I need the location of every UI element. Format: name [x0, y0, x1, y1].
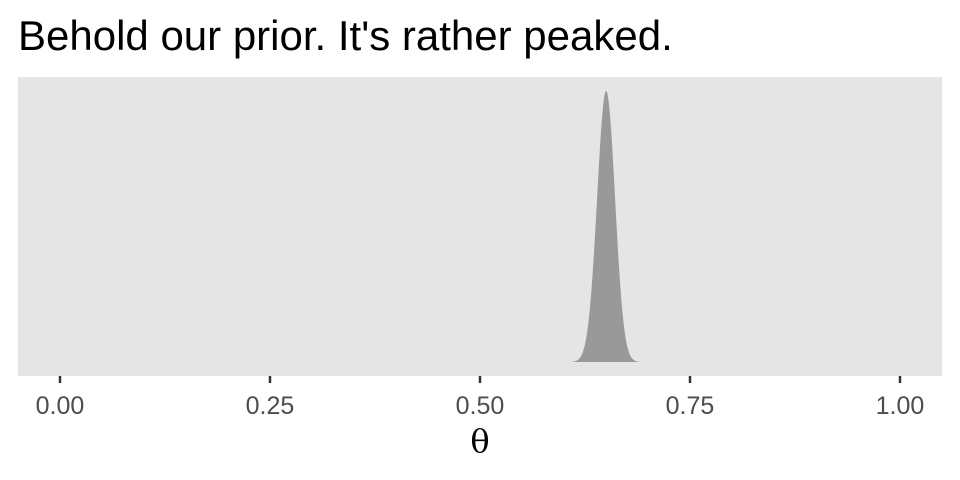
x-tick-label: 0.50	[456, 392, 505, 420]
x-tick-label: 0.25	[246, 392, 295, 420]
plot-panel	[18, 77, 942, 376]
chart-title: Behold our prior. It's rather peaked.	[18, 12, 673, 59]
x-tick-label: 0.00	[36, 392, 85, 420]
x-tick-label: 1.00	[876, 392, 925, 420]
prior-density-area	[572, 91, 640, 362]
x-axis: 0.00 0.25 0.50 0.75 1.00	[36, 376, 925, 420]
x-tick-label: 0.75	[666, 392, 715, 420]
x-axis-label: θ	[470, 422, 489, 460]
